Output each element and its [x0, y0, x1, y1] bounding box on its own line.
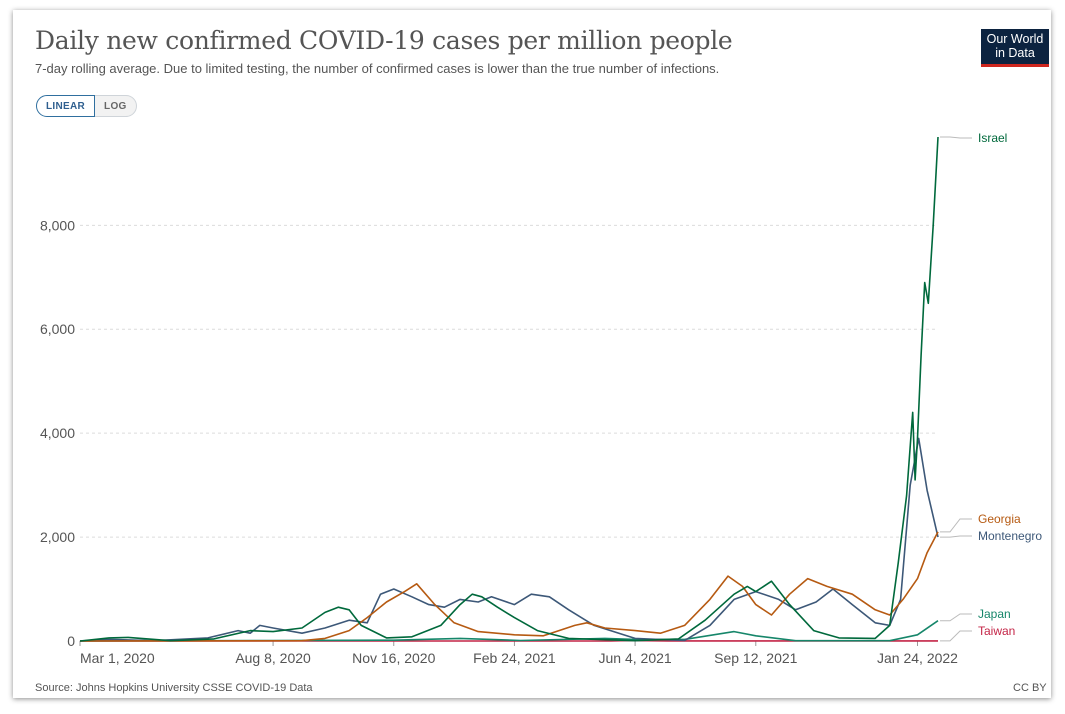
chart-frame [13, 10, 1051, 698]
series-label-montenegro: Montenegro [978, 529, 1042, 543]
x-tick-label: Nov 16, 2020 [352, 650, 435, 666]
y-tick-label: 8,000 [40, 217, 75, 233]
logo-line-2: in Data [995, 46, 1035, 60]
series-label-taiwan: Taiwan [978, 624, 1015, 638]
x-tick-label: Mar 1, 2020 [80, 650, 155, 666]
x-tick-label: Feb 24, 2021 [473, 650, 556, 666]
series-line-israel [79, 136, 939, 642]
chart-subtitle: 7-day rolling average. Due to limited te… [35, 61, 720, 76]
license-link[interactable]: CC BY [1013, 682, 1047, 694]
y-tick-label: 0 [67, 633, 75, 649]
label-leader-israel [940, 136, 972, 139]
log-scale-button[interactable]: LOG [95, 95, 137, 117]
logo-line-1: Our World [986, 32, 1044, 46]
label-leader-japan [940, 613, 972, 622]
x-tick-label: Sep 12, 2021 [714, 650, 798, 666]
x-tick-label: Jun 4, 2021 [599, 650, 672, 666]
linear-scale-button[interactable]: LINEAR [36, 95, 96, 117]
label-leader-georgia [940, 518, 972, 533]
source-note[interactable]: Source: Johns Hopkins University CSSE CO… [35, 682, 313, 694]
series-label-israel: Israel [978, 131, 1007, 145]
y-tick-label: 2,000 [40, 529, 75, 545]
series-label-georgia: Georgia [978, 512, 1021, 526]
y-tick-label: 4,000 [40, 425, 75, 441]
series-line-montenegro [79, 437, 939, 642]
x-tick-label: Aug 8, 2020 [235, 650, 311, 666]
series-label-japan: Japan [978, 607, 1011, 621]
y-tick-label: 6,000 [40, 321, 75, 337]
x-tick-label: Jan 24, 2022 [877, 650, 958, 666]
chart-title: Daily new confirmed COVID-19 cases per m… [35, 26, 733, 55]
label-leader-taiwan [940, 630, 972, 642]
owid-logo[interactable]: Our World in Data [981, 29, 1049, 67]
series-line-georgia [79, 531, 939, 642]
scale-toggle: LINEAR LOG [36, 95, 137, 117]
label-leader-montenegro [940, 535, 972, 538]
